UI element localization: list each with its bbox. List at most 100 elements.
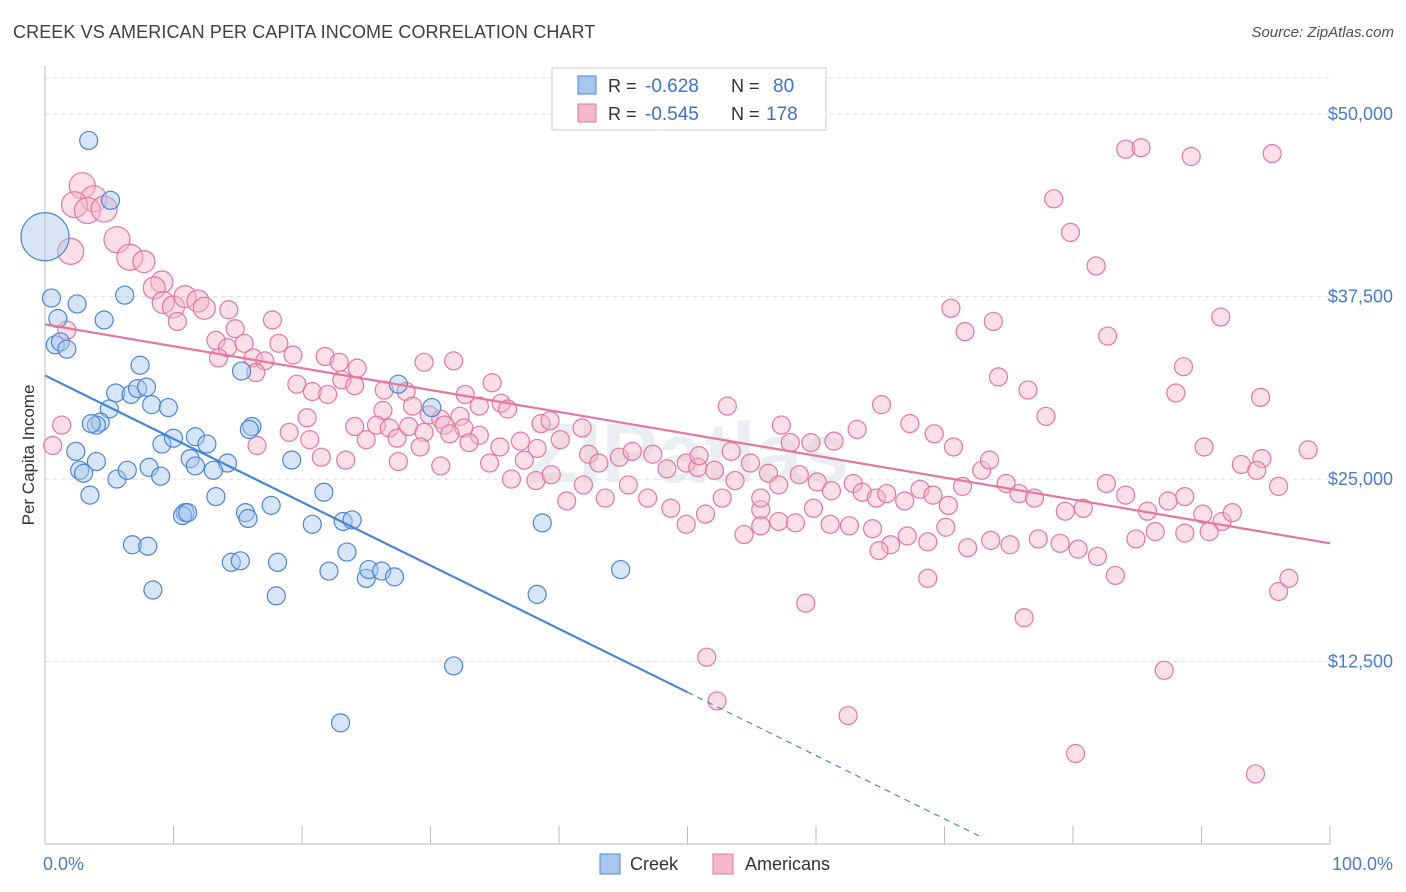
americans-point [1055, 501, 1075, 521]
y-tick-labels: $12,500 $25,000 $37,500 $50,000 [1328, 104, 1393, 671]
americans-point [785, 513, 806, 533]
americans-point [1116, 139, 1136, 159]
creek-point [282, 450, 302, 470]
americans-point [1028, 529, 1048, 549]
americans-point [247, 435, 267, 456]
creek-trendline [44, 374, 688, 694]
americans-point [440, 424, 460, 444]
americans-point [938, 495, 958, 515]
americans-point [444, 351, 464, 371]
americans-point [454, 418, 474, 438]
creek-point [41, 288, 62, 308]
legend-r-label-creek: R = [608, 76, 637, 96]
americans-point [225, 319, 245, 339]
americans-point [643, 444, 663, 464]
americans-point [1105, 565, 1126, 586]
americans-point [1268, 581, 1289, 602]
americans-point [1199, 522, 1219, 542]
americans-point [1158, 491, 1178, 511]
americans-point [717, 396, 737, 416]
creek-point [86, 451, 107, 472]
source-credit: Source: ZipAtlas.com [1251, 24, 1394, 41]
americans-point [311, 447, 331, 467]
creek-point [80, 485, 100, 505]
creek-point [267, 552, 288, 572]
americans-trendline [44, 323, 1331, 545]
legend-r-value-americans: -0.545 [645, 104, 699, 125]
creek-point [330, 713, 351, 733]
americans-point [1000, 535, 1020, 555]
americans-point [60, 191, 89, 219]
americans-point [803, 498, 824, 518]
y-tick-label: $25,000 [1328, 469, 1393, 489]
americans-point [871, 395, 892, 415]
americans-point [847, 419, 867, 440]
americans-point [1096, 473, 1117, 494]
creek-point [172, 505, 193, 526]
creek-point [239, 419, 259, 440]
creek-point [206, 487, 226, 507]
legend-swatch-creek [577, 75, 597, 95]
creek-point [151, 466, 171, 486]
americans-point [796, 593, 816, 613]
americans-point [262, 310, 283, 330]
americans-point [142, 276, 166, 300]
americans-point [877, 484, 897, 504]
y-tick-label: $37,500 [1328, 287, 1393, 307]
americans-point [751, 488, 771, 508]
creek-point [122, 535, 142, 555]
americans-point [638, 488, 658, 508]
americans-point [936, 517, 956, 537]
americans-point [1068, 539, 1088, 559]
trendlines [44, 323, 1331, 839]
americans-point [318, 384, 338, 405]
americans-point [852, 482, 872, 502]
americans-point [1087, 546, 1108, 567]
americans-point [955, 322, 975, 342]
creek-point [117, 460, 137, 480]
chart-title: CREEK VS AMERICAN PER CAPITA INCOME CORR… [13, 22, 596, 42]
americans-point [751, 516, 771, 536]
y-tick-label: $50,000 [1328, 104, 1393, 124]
americans-point [490, 437, 510, 457]
americans-point [116, 243, 144, 271]
americans-point [918, 532, 938, 552]
americans-point [1298, 440, 1318, 460]
americans-point [897, 526, 917, 546]
americans-point [459, 432, 479, 453]
creek-point [50, 332, 71, 352]
americans-point [186, 289, 210, 313]
americans-point [862, 519, 883, 539]
x-tick-labels: 0.0% 100.0% [43, 854, 1393, 874]
americans-point [676, 514, 696, 534]
americans-point [704, 460, 725, 480]
creek-point [302, 514, 322, 534]
americans-point [1175, 523, 1195, 543]
creek-point [143, 580, 163, 600]
americans-point [1193, 504, 1213, 524]
americans-point [1166, 383, 1186, 403]
americans-point [336, 450, 356, 470]
legend-bottom-swatch-americans [712, 853, 734, 875]
americans-point [431, 456, 451, 476]
series-americans-points [43, 138, 1318, 784]
americans-point [689, 446, 709, 466]
americans-point [388, 451, 408, 472]
americans-point [769, 511, 789, 532]
americans-point [297, 408, 317, 428]
legend-n-value-americans: 178 [766, 104, 798, 125]
americans-point [302, 381, 322, 402]
americans-point [414, 352, 434, 372]
americans-point [315, 346, 335, 367]
legend-n-label-creek: N = [731, 76, 760, 96]
americans-point [269, 333, 289, 353]
americans-point [1073, 498, 1093, 518]
americans-point [379, 418, 399, 438]
creek-point [527, 584, 547, 604]
creek-point [337, 542, 357, 562]
americans-point [981, 530, 1001, 550]
americans-point [589, 453, 609, 473]
americans-point [410, 437, 430, 457]
americans-point [1252, 449, 1272, 469]
